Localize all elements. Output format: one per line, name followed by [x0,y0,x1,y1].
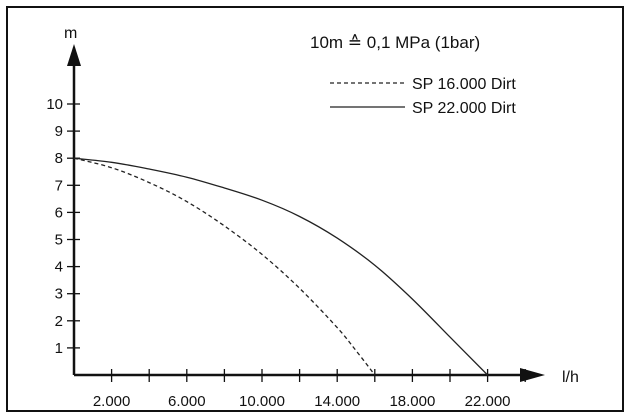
y-tick-label-5: 5 [55,232,63,249]
legend-label-sp22000: SP 22.000 Dirt [412,100,516,117]
y-tick-label-4: 4 [55,259,63,276]
pressure-note: 10m ≙ 0,1 MPa (1bar) [310,33,480,52]
legend: SP 16.000 Dirt SP 22.000 Dirt [330,76,516,117]
x-tick-label-2000: 2.000 [93,393,131,410]
chart-frame [6,6,624,412]
x-tick-label-6000: 6.000 [168,393,206,410]
y-tick-label-1: 1 [55,340,63,357]
y-tick-labels: 1 2 3 4 5 6 7 8 9 10 [46,96,63,357]
x-tick-label-14000: 14.000 [314,393,360,410]
x-axis-arrow [520,368,545,382]
series-line-sp16000 [73,157,376,376]
legend-label-sp16000: SP 16.000 Dirt [412,76,516,93]
y-tick-label-6: 6 [55,204,63,221]
y-tick-label-2: 2 [55,313,63,330]
x-tick-label-22000: 22.000 [465,393,511,410]
x-tick-label-18000: 18.000 [389,393,435,410]
tick-marks [67,103,526,382]
y-tick-label-3: 3 [55,286,63,303]
y-axis-label: m [64,25,77,42]
y-tick-label-7: 7 [55,177,63,194]
y-tick-label-10: 10 [46,96,63,113]
y-tick-label-9: 9 [55,123,63,140]
series-line-sp22000 [73,157,489,376]
x-tick-labels: 2.000 6.000 10.000 14.000 18.000 22.000 [93,393,511,410]
axes [67,44,545,382]
x-tick-label-10000: 10.000 [239,393,285,410]
y-axis-arrow [67,44,81,66]
x-axis-label: l/h [562,369,579,386]
y-tick-label-8: 8 [55,150,63,167]
series-lines [73,157,489,376]
